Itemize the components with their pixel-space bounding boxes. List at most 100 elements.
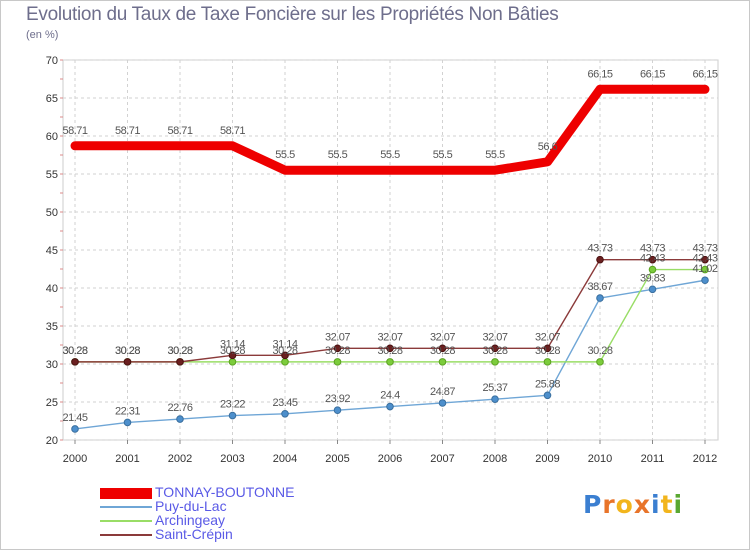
y-tick-label: 55 <box>46 169 58 181</box>
data-label: 21.45 <box>62 412 87 424</box>
legend-label: Saint-Crépin <box>155 526 233 542</box>
data-label: 25.37 <box>482 382 507 394</box>
data-label: 43.73 <box>692 243 717 255</box>
data-label: 30.28 <box>325 345 350 357</box>
data-point <box>123 418 132 427</box>
data-label: 66.15 <box>587 68 612 80</box>
data-point <box>701 265 709 274</box>
legend-swatch <box>100 487 152 499</box>
logo-letter: r <box>602 490 616 519</box>
legend-label: TONNAY-BOUTONNE <box>155 484 295 500</box>
data-point <box>71 358 79 366</box>
data-labels: 58.71 58.71 58.71 58.71 55.5 55.5 55.5 55.5 55.5… <box>62 68 718 424</box>
data-label: 38.67 <box>587 281 612 293</box>
logo-letter: i <box>651 490 661 519</box>
data-label: 24.87 <box>430 386 455 398</box>
data-point <box>281 351 289 360</box>
proxiti-logo: Proxiti <box>583 490 683 519</box>
series-puy-du-lac <box>71 276 709 433</box>
y-tick-label: 40 <box>46 283 58 295</box>
x-tick-label: 2002 <box>168 453 192 465</box>
data-label: 30.28 <box>272 345 297 357</box>
x-tick-label: 2004 <box>273 453 297 465</box>
data-label: 23.22 <box>220 399 245 411</box>
data-point <box>228 358 237 366</box>
data-point <box>333 406 342 415</box>
data-point <box>701 276 709 285</box>
chart-title: Evolution du Taux de Taxe Foncière sur l… <box>26 4 559 25</box>
data-label: 32.07 <box>482 331 507 343</box>
legend-swatch <box>100 506 152 508</box>
data-label: 30.28 <box>167 345 192 357</box>
data-label: 58.71 <box>220 125 245 137</box>
x-tick-label: 2012 <box>693 453 717 465</box>
data-point <box>228 351 237 360</box>
legend-label: Archingeay <box>155 512 226 528</box>
data-label: 30.28 <box>587 345 612 357</box>
data-label: 25.88 <box>535 378 560 390</box>
data-point <box>333 344 342 353</box>
data-point <box>596 255 604 264</box>
data-label: 32.07 <box>325 331 350 343</box>
data-label: 43.73 <box>640 243 665 255</box>
data-label: 66.15 <box>692 68 717 80</box>
data-label: 39.83 <box>640 272 665 284</box>
data-label: 58.71 <box>115 125 140 137</box>
data-point <box>228 411 237 420</box>
y-tick-label: 50 <box>46 207 58 219</box>
data-point <box>438 358 447 366</box>
data-label: 32.07 <box>535 331 560 343</box>
data-point <box>491 344 499 353</box>
x-tick-label: 2008 <box>483 453 507 465</box>
y-tick-label: 70 <box>46 55 58 67</box>
data-label: 55.5 <box>433 149 453 161</box>
data-label: 30.28 <box>482 345 507 357</box>
data-point <box>176 358 184 366</box>
logo-letter: t <box>660 490 674 519</box>
data-label: 55.5 <box>380 149 400 161</box>
data-point <box>648 285 657 294</box>
data-label: 32.07 <box>377 331 402 343</box>
x-tick-label: 2001 <box>115 453 139 465</box>
data-label: 22.76 <box>167 402 192 414</box>
data-point <box>123 358 132 366</box>
series-line <box>70 84 710 175</box>
series-lines <box>70 84 710 433</box>
y-tick-label: 60 <box>46 131 58 143</box>
logo-letter: P <box>583 490 603 519</box>
data-label: 30.28 <box>430 345 455 357</box>
data-label: 30.28 <box>377 345 402 357</box>
data-point <box>596 358 604 366</box>
data-label: 55.5 <box>328 149 348 161</box>
legend-label: Puy-du-Lac <box>155 498 227 514</box>
axes: 20 25 30 35 40 45 50 55 60 65 70 2000 2001 2002 2003 20… <box>46 55 717 465</box>
series-saint-cr-pin <box>71 255 709 366</box>
series-tonnay-boutonne <box>70 84 710 175</box>
y-tick-label: 45 <box>46 245 58 257</box>
data-point <box>491 395 499 403</box>
data-label: 42.43 <box>692 253 717 265</box>
data-label: 30.28 <box>62 345 87 357</box>
y-tick-label: 35 <box>46 321 58 333</box>
data-point <box>386 358 394 366</box>
data-label: 42.43 <box>640 253 665 265</box>
data-label: 58.71 <box>167 125 192 137</box>
data-point <box>386 344 394 353</box>
data-label: 30.28 <box>535 345 560 357</box>
data-point <box>491 358 499 366</box>
x-tick-label: 2003 <box>220 453 244 465</box>
data-point <box>438 344 447 353</box>
data-point <box>176 415 184 423</box>
data-point <box>648 255 657 264</box>
data-label: 31.14 <box>220 338 245 350</box>
data-label: 23.45 <box>272 397 297 409</box>
data-point <box>333 358 342 366</box>
data-label: 43.73 <box>587 243 612 255</box>
data-label: 30.28 <box>115 345 140 357</box>
data-point <box>596 294 604 302</box>
logo-letter: i <box>673 490 684 519</box>
data-label: 23.92 <box>325 393 350 405</box>
x-tick-label: 2005 <box>325 453 349 465</box>
y-tick-label: 30 <box>46 359 58 371</box>
